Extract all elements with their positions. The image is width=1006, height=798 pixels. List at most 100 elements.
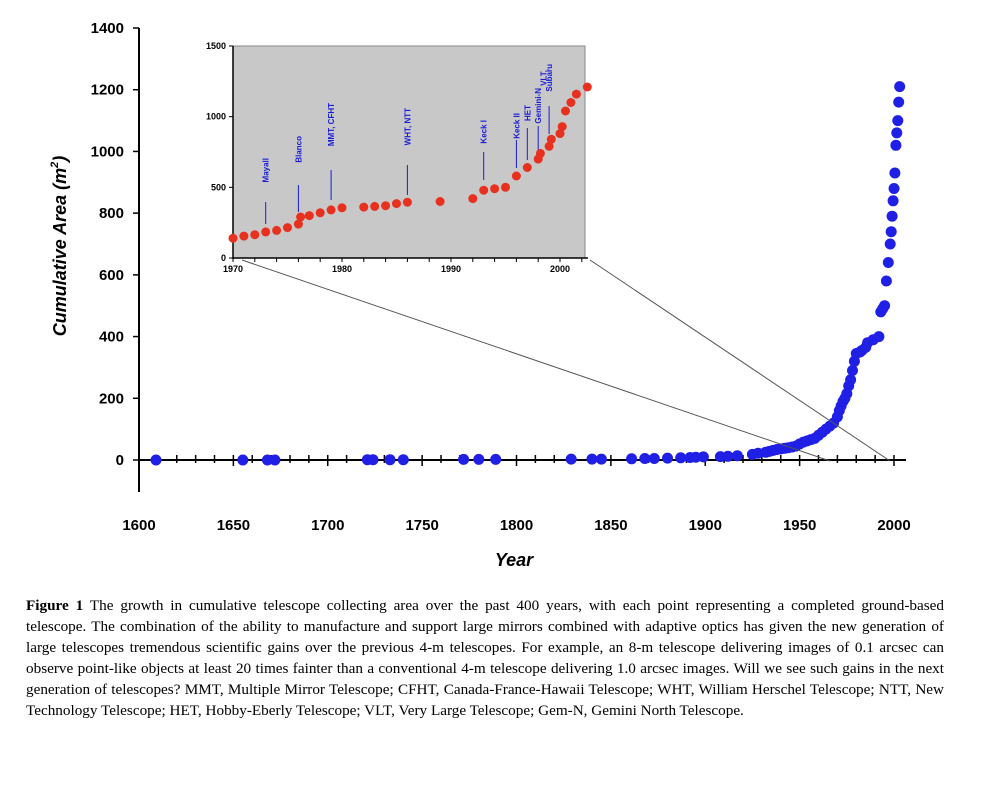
data-point bbox=[731, 450, 743, 462]
data-point bbox=[458, 453, 470, 465]
x-tick-label: 1800 bbox=[500, 517, 533, 534]
caption-label: Figure 1 bbox=[26, 597, 84, 615]
connector-line-left bbox=[241, 259, 831, 462]
annotation-label: Mayall bbox=[262, 158, 271, 182]
inset-data-point bbox=[370, 201, 380, 211]
inset-data-point bbox=[501, 182, 510, 192]
data-point bbox=[397, 454, 409, 466]
y-axis-title-main: Cumulative Area (m bbox=[50, 168, 70, 336]
data-point bbox=[873, 331, 885, 343]
data-point bbox=[150, 454, 162, 466]
data-point bbox=[887, 195, 899, 207]
inset-data-point bbox=[296, 212, 306, 222]
data-point bbox=[886, 210, 898, 222]
inset-data-point bbox=[522, 163, 532, 172]
data-point bbox=[889, 167, 901, 179]
inset-data-point bbox=[359, 202, 369, 212]
data-point bbox=[890, 139, 902, 151]
annotation-label: Keck II bbox=[512, 113, 521, 139]
inset-y-ticks: 0 500 1000 1500 bbox=[206, 41, 233, 263]
inset-data-point bbox=[228, 233, 238, 243]
x-tick-label: 1850 bbox=[594, 517, 627, 534]
x-tick-label: 1600 bbox=[122, 517, 155, 534]
inset-data-point bbox=[283, 223, 292, 233]
inset-points bbox=[228, 82, 592, 243]
annotation-label: Blanco bbox=[294, 136, 303, 163]
annotation-label: HET bbox=[523, 105, 532, 121]
annotation-label: Subaru bbox=[545, 64, 554, 92]
y-tick-label: 800 bbox=[99, 205, 124, 222]
data-point bbox=[894, 81, 906, 93]
figure-caption: Figure 1 The growth in cumulative telesc… bbox=[26, 595, 944, 721]
data-point bbox=[884, 238, 896, 250]
y-tick-label: 600 bbox=[99, 267, 124, 284]
y-axis-title-end: ) bbox=[50, 156, 70, 164]
x-axis-title: Year bbox=[495, 550, 534, 570]
inset-y-tick-label: 1000 bbox=[206, 112, 226, 122]
data-point bbox=[639, 453, 651, 464]
inset-data-point bbox=[402, 197, 412, 207]
inset-data-point bbox=[557, 122, 567, 132]
x-tick-label: 1950 bbox=[783, 517, 816, 534]
inset-data-point bbox=[272, 225, 282, 235]
y-tick-label: 0 bbox=[116, 452, 124, 469]
inset-x-tick-label: 1970 bbox=[223, 264, 243, 274]
data-point bbox=[367, 454, 379, 466]
data-point bbox=[384, 454, 396, 466]
y-axis-title-sup: 2 bbox=[49, 162, 61, 169]
annotation-label: VLT, bbox=[540, 70, 549, 86]
y-axis-title: Cumulative Area (m2) bbox=[49, 156, 70, 337]
data-point bbox=[595, 453, 607, 465]
data-point bbox=[697, 451, 709, 463]
inset-data-point bbox=[571, 89, 581, 99]
data-point bbox=[847, 365, 858, 376]
inset-x-ticks: 1970 1980 1990 2000 bbox=[223, 258, 583, 274]
inset-data-point bbox=[435, 197, 445, 206]
annotation-label: Keck I bbox=[480, 120, 489, 144]
inset-annotations: Mayall Blanco MMT, CFHT WHT, NTT Keck I Keck … bbox=[262, 64, 554, 224]
data-point bbox=[888, 183, 900, 194]
inset-data-point bbox=[381, 201, 391, 211]
data-point bbox=[893, 96, 905, 108]
inset-data-point bbox=[239, 231, 249, 241]
main-chart: 0 200 400 600 800 1000 1200 1400 1600 1650 1700 17… bbox=[49, 20, 911, 570]
inset-data-point bbox=[582, 82, 592, 92]
inset-data-point bbox=[511, 171, 521, 181]
inset-data-point bbox=[293, 219, 303, 229]
inset-plot-background bbox=[232, 45, 586, 259]
data-point bbox=[586, 453, 598, 465]
main-points bbox=[150, 81, 906, 466]
data-point bbox=[891, 127, 903, 139]
data-point bbox=[885, 226, 897, 238]
inset-data-point bbox=[555, 129, 565, 139]
connector-line-right bbox=[589, 259, 891, 462]
inset-data-point bbox=[304, 211, 314, 221]
data-point bbox=[662, 452, 673, 464]
inset-data-point bbox=[535, 148, 545, 158]
inset-data-point bbox=[315, 208, 325, 218]
inset-data-point bbox=[546, 134, 556, 144]
x-tick-label: 1700 bbox=[311, 517, 344, 534]
inset-data-point bbox=[468, 194, 478, 204]
inset-data-point bbox=[337, 203, 347, 213]
y-tick-label: 400 bbox=[99, 329, 124, 346]
inset-x-tick-label: 1990 bbox=[441, 264, 461, 274]
data-point bbox=[565, 453, 577, 465]
y-tick-label: 1200 bbox=[91, 82, 124, 99]
inset-x-tick-label: 2000 bbox=[550, 264, 570, 274]
inset-chart: 0 500 1000 1500 1970 1980 1990 2000 Mayall Blan… bbox=[206, 41, 592, 274]
data-point bbox=[626, 453, 638, 465]
y-tick-label: 1400 bbox=[91, 20, 124, 37]
chart: 0 200 400 600 800 1000 1200 1400 1600 1650 1700 17… bbox=[49, 20, 911, 570]
y-ticks: 0 200 400 600 800 1000 1200 1400 bbox=[91, 20, 139, 469]
data-point bbox=[648, 453, 660, 464]
annotation-label: WHT, NTT bbox=[403, 108, 412, 145]
data-point bbox=[490, 453, 502, 465]
y-tick-label: 1000 bbox=[91, 143, 124, 160]
data-point bbox=[473, 453, 485, 465]
inset-data-point bbox=[566, 98, 576, 107]
x-tick-label: 1750 bbox=[405, 517, 438, 534]
inset-data-point bbox=[326, 205, 336, 215]
data-point bbox=[845, 374, 857, 386]
annotation-label: MMT, CFHT bbox=[327, 103, 336, 146]
